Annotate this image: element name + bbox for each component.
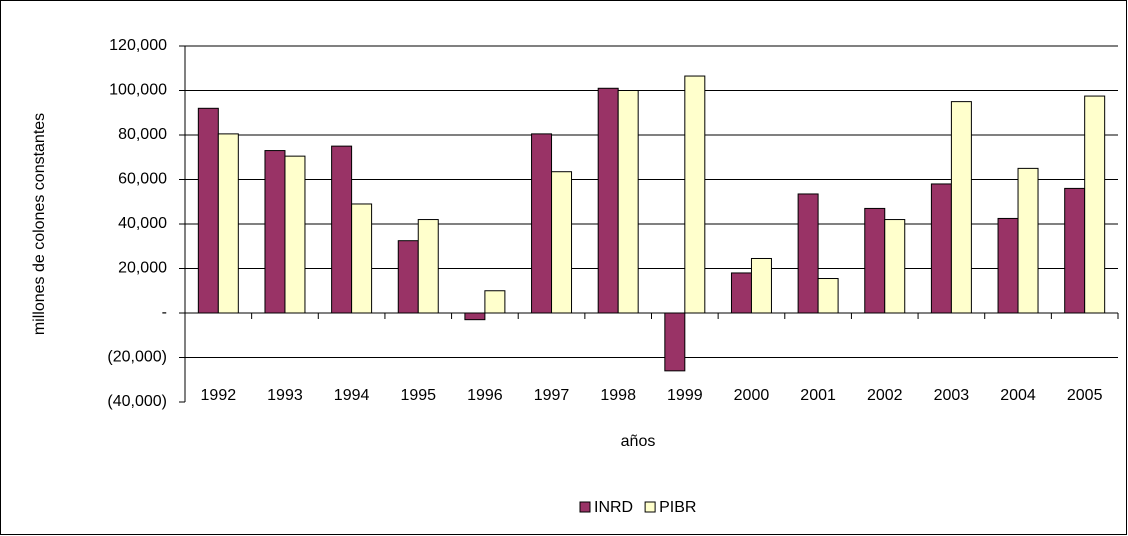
y-tick-label: 120,000 <box>109 37 167 54</box>
x-tick-label: 2005 <box>1067 387 1103 404</box>
bar <box>684 75 706 314</box>
bar <box>750 257 772 314</box>
bar <box>217 133 239 314</box>
bar <box>464 312 486 321</box>
x-tick-label: 1995 <box>400 387 436 404</box>
bar <box>484 290 506 314</box>
x-tick-label: 1999 <box>667 387 703 404</box>
y-axis-title: millones de colones constantes <box>31 113 48 335</box>
y-tick-label: 60,000 <box>118 171 167 188</box>
bar <box>1084 95 1106 314</box>
x-tick-label: 1997 <box>534 387 570 404</box>
y-tick-label: - <box>162 304 167 321</box>
bar <box>531 133 553 314</box>
legend-swatch <box>644 501 656 513</box>
x-tick-label: 2000 <box>734 387 770 404</box>
x-tick-label: 1992 <box>201 387 237 404</box>
bar <box>864 207 886 314</box>
bar <box>397 240 419 314</box>
x-axis-title: años <box>621 433 656 450</box>
y-tick-label: 100,000 <box>109 82 167 99</box>
bar <box>197 107 219 314</box>
x-tick-label: 2004 <box>1000 387 1036 404</box>
y-tick-label: 20,000 <box>118 260 167 277</box>
bar <box>997 217 1019 314</box>
legend-label: PIBR <box>659 499 696 516</box>
bar <box>797 193 819 314</box>
bar <box>730 272 752 314</box>
x-tick-label: 1998 <box>600 387 636 404</box>
y-tick-label: 40,000 <box>118 215 167 232</box>
bar <box>950 101 972 314</box>
bar <box>1017 167 1039 314</box>
bar <box>331 145 353 314</box>
bar <box>417 219 439 314</box>
bar <box>1064 187 1086 314</box>
x-tick-label: 1993 <box>267 387 303 404</box>
legend-label: INRD <box>594 499 633 516</box>
bar <box>284 155 306 314</box>
bar <box>264 150 286 314</box>
bar <box>351 203 373 314</box>
y-tick-label: (40,000) <box>107 393 167 410</box>
bar <box>884 219 906 314</box>
bar <box>551 171 573 314</box>
bar <box>930 183 952 314</box>
y-tick-label: (20,000) <box>107 349 167 366</box>
bar <box>664 312 686 372</box>
legend-swatch <box>579 501 591 513</box>
x-tick-label: 2002 <box>867 387 903 404</box>
bar <box>617 90 639 314</box>
x-tick-label: 1994 <box>334 387 370 404</box>
bar <box>597 87 619 314</box>
x-tick-label: 2001 <box>800 387 836 404</box>
y-tick-label: 80,000 <box>118 126 167 143</box>
bar <box>817 278 839 314</box>
x-tick-label: 2003 <box>934 387 970 404</box>
x-tick-label: 1996 <box>467 387 503 404</box>
